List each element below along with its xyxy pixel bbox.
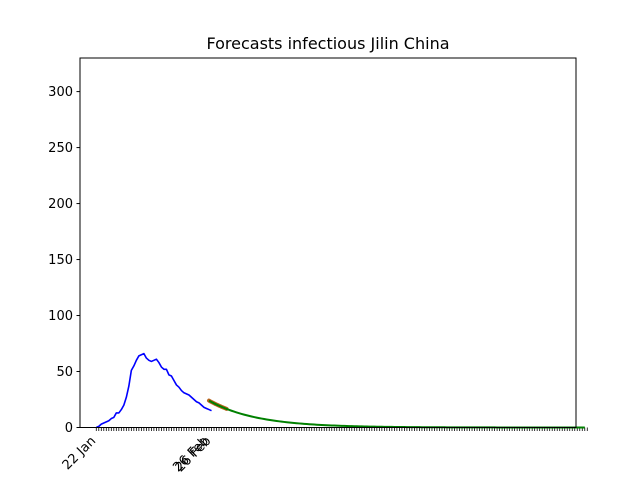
y-tick-label: 0 [65,421,73,436]
observed-line [95,352,212,429]
y-tick-label: 150 [48,253,73,268]
y-tick-label: 250 [48,141,73,156]
y-tick-label: 50 [56,365,73,380]
axes-frame [79,57,577,428]
chart-title: Forecasts infectious Jilin China [206,34,449,53]
y-tick-label: 100 [48,309,73,324]
y-tick-label: 200 [48,197,73,212]
y-tick-label: 300 [48,85,73,100]
